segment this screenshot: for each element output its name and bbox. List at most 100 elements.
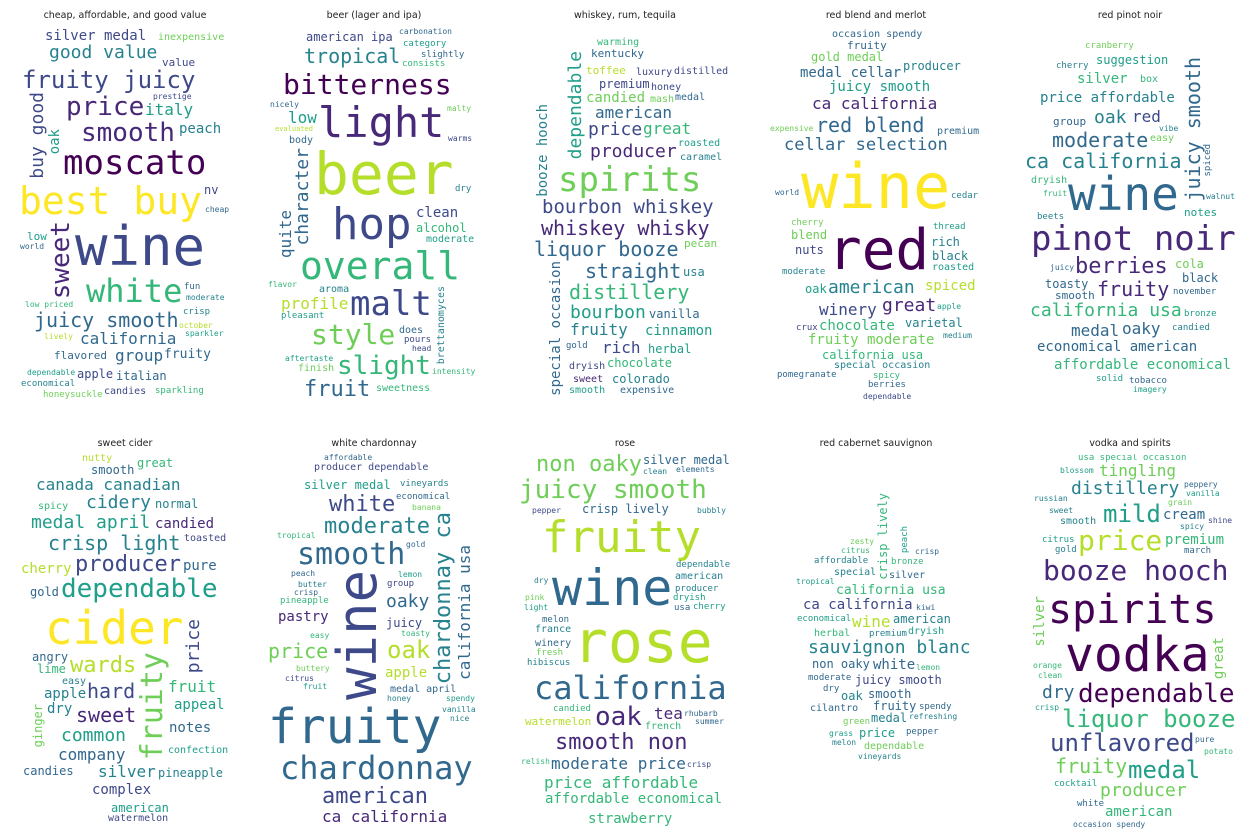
cloud-word: cola: [1175, 257, 1204, 271]
cloud-word: fruit: [1043, 189, 1068, 198]
cloud-word: cinnamon: [645, 323, 713, 339]
cloud-word: brettanomyces: [436, 286, 447, 365]
panel-title: sweet cider: [97, 438, 153, 449]
cloud-word: oak: [1094, 107, 1127, 128]
cloud-word: black: [932, 249, 969, 263]
cloud-word: low: [27, 230, 47, 243]
cloud-word: varietal: [905, 316, 963, 330]
cloud-word: silver medal: [45, 28, 147, 44]
cloud-word: toasted: [184, 533, 227, 544]
cloud-word: citrus: [1042, 535, 1075, 545]
cloud-word: sweet: [1049, 506, 1074, 515]
cloud-word: refreshing: [909, 712, 958, 721]
cloud-word: fruity juicy: [22, 66, 196, 94]
cloud-word: lemon: [398, 570, 423, 579]
cloud-word: candied: [553, 704, 591, 714]
cloud-word: producer: [903, 59, 961, 73]
cloud-word: apple: [937, 302, 962, 311]
cloud-word: rose: [573, 608, 713, 676]
cloud-word: pure: [1195, 735, 1215, 744]
cloud-word: crisp: [294, 588, 319, 597]
cloud-word: crisp: [915, 547, 940, 556]
cloud-word: producer: [75, 552, 181, 577]
cloud-word: vanilla: [649, 307, 700, 321]
cloud-word: caramel: [680, 152, 723, 163]
cloud-word: honeysuckle: [43, 390, 103, 400]
cloud-word: economical: [396, 492, 451, 502]
cloud-word: colorado: [612, 372, 670, 386]
cloud-word: solid: [1096, 374, 1124, 384]
cloud-word: gold: [1055, 545, 1077, 555]
wordcloud: wine best buy moscato white smooth sweet price…: [19, 26, 231, 401]
cloud-word: cocktail: [1054, 779, 1098, 789]
cloud-word: great: [882, 295, 937, 316]
cloud-word: world: [20, 242, 45, 251]
cloud-word: hibiscus: [527, 658, 571, 668]
wordcloud: rose wine fruity california juicy smooth oak s…: [519, 454, 731, 829]
cloud-word: pomegranate: [777, 370, 837, 380]
cloud-word: booze hooch: [1043, 554, 1229, 587]
cloud-word: wine: [801, 150, 951, 223]
cloud-word: chocolate: [819, 318, 895, 334]
cloud-word: wine: [852, 612, 891, 631]
cloud-word: white: [873, 657, 916, 673]
cloud-word: candies: [23, 764, 74, 778]
cloud-word: malt: [350, 284, 432, 324]
cloud-word: distilled: [674, 66, 729, 77]
cloud-word: intensity: [432, 367, 476, 376]
cloud-word: toffee: [586, 64, 626, 77]
cloud-word: economical american: [1037, 339, 1198, 355]
cloud-word: non oaky: [536, 454, 642, 477]
cloud-word: oaky: [386, 591, 430, 612]
cloud-word: california usa: [836, 583, 946, 598]
cloud-word: walnut: [1206, 192, 1235, 201]
cloud-word: pink: [525, 593, 545, 602]
cloud-word: silver medal: [643, 454, 730, 467]
cloud-word: green: [843, 717, 871, 727]
cloud-word: california: [534, 669, 727, 707]
cloud-word: october: [179, 321, 213, 330]
cloud-word: toasty: [1045, 277, 1089, 291]
cloud-word: berries: [868, 380, 906, 390]
cloud-word: wine: [1068, 167, 1179, 221]
cloud-word: gold medal: [811, 50, 884, 64]
cloud-word: cheap: [205, 205, 230, 214]
cloud-word: pleasant: [281, 311, 325, 321]
cloud-word: spicy: [38, 501, 69, 512]
cloud-word: premium: [599, 77, 650, 91]
cloud-word: dry: [47, 701, 73, 717]
cloud-word: medal april: [31, 512, 151, 533]
cloud-word: herbal: [814, 628, 851, 639]
cloud-word: moscato: [63, 143, 207, 183]
panel-title: red cabernet sauvignon: [819, 438, 933, 449]
cloud-word: vibe: [1159, 124, 1179, 133]
cloud-word: price affordable: [1040, 90, 1175, 106]
cloud-word: rich: [602, 338, 641, 357]
cloud-word: body: [289, 135, 314, 146]
cloud-word: pineapple: [280, 596, 329, 606]
panel-title: beer (lager and ipa): [326, 10, 422, 21]
cloud-word: company: [58, 745, 126, 764]
cloud-word: medal: [1071, 321, 1120, 340]
cloud-word: juicy smooth: [519, 475, 707, 505]
cloud-word: warms: [448, 134, 473, 143]
cloud-word: aroma: [319, 284, 350, 295]
panel-title: vodka and spirits: [1089, 438, 1171, 449]
cloud-word: spendy: [446, 694, 475, 703]
cloud-word: medal: [675, 92, 706, 103]
cloud-word: american: [675, 571, 724, 582]
cloud-word: pecan: [684, 237, 718, 250]
cloud-word: red: [1132, 107, 1161, 126]
cloud-word: straight: [585, 259, 682, 283]
wordcloud-panel: sweet cider cider fruity dependable produce…: [19, 436, 231, 831]
cloud-word: oaky: [1122, 319, 1161, 338]
cloud-word: carbonation: [399, 27, 452, 36]
cloud-word: inexpensive: [158, 32, 225, 43]
cloud-word: american: [595, 103, 673, 122]
cloud-word: nutty: [82, 454, 113, 464]
cloud-word: dependable: [565, 51, 586, 160]
cloud-word: cherry: [693, 602, 726, 612]
cloud-word: ca california: [812, 94, 938, 113]
cloud-word: smooth: [81, 118, 175, 148]
cloud-word: low priced: [25, 300, 74, 309]
